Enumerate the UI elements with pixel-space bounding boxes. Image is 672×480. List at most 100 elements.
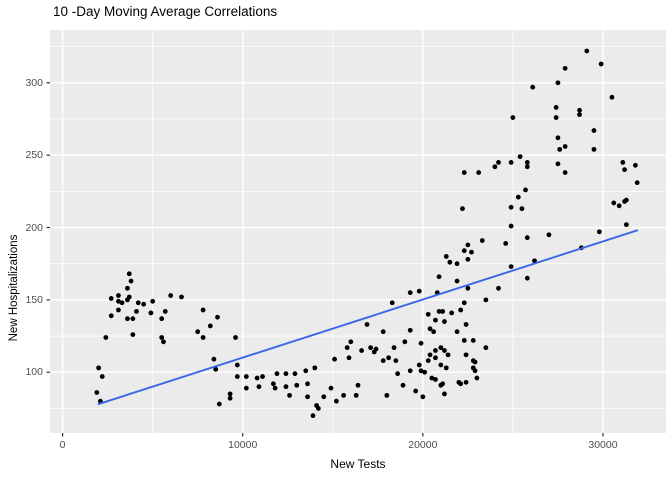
y-tick-label: 100 [25, 366, 43, 379]
data-point [483, 345, 489, 351]
data-point [130, 316, 136, 322]
x-axis-title: New Tests [330, 457, 386, 471]
data-point [553, 115, 559, 120]
data-point [427, 326, 433, 332]
data-point [161, 339, 166, 345]
data-point [305, 394, 310, 400]
data-point [270, 381, 276, 387]
y-tick-label: 300 [25, 76, 43, 89]
data-point [328, 385, 334, 391]
data-point [454, 329, 460, 335]
data-point [496, 160, 501, 165]
data-point [596, 229, 602, 235]
data-point [303, 368, 309, 374]
data-point [126, 294, 132, 300]
data-point [243, 374, 249, 379]
x-tick-label: 0 [59, 439, 66, 451]
data-point [272, 385, 278, 391]
data-point [530, 84, 536, 90]
data-point [443, 254, 449, 259]
data-point [213, 366, 219, 372]
data-point [442, 319, 447, 324]
data-point [216, 401, 222, 407]
data-point [429, 375, 435, 381]
data-point [256, 384, 262, 390]
data-point [116, 298, 121, 304]
data-point [483, 297, 489, 303]
data-point [108, 296, 114, 301]
data-point [346, 355, 352, 361]
data-point [591, 128, 597, 133]
data-point [227, 395, 233, 401]
data-point [503, 241, 509, 246]
data-point [418, 340, 424, 346]
data-point [416, 288, 422, 294]
data-point [135, 300, 141, 306]
data-point [463, 322, 469, 327]
data-point [555, 161, 561, 167]
data-point [510, 115, 516, 120]
data-point [577, 112, 582, 118]
data-point [128, 278, 134, 284]
data-point [389, 300, 395, 306]
data-point [407, 290, 413, 296]
data-point [427, 352, 433, 358]
data-point [355, 382, 361, 388]
data-point [461, 337, 467, 343]
data-point [371, 349, 377, 355]
data-point [447, 259, 453, 265]
data-point [591, 146, 597, 152]
data-point [162, 309, 168, 314]
data-point [292, 371, 298, 377]
data-point [310, 413, 316, 419]
data-point [425, 358, 431, 364]
data-point [474, 375, 480, 381]
data-point [94, 390, 100, 395]
data-point [416, 362, 422, 368]
data-point [391, 345, 397, 351]
y-tick-label: 150 [25, 293, 43, 306]
data-point [418, 368, 424, 374]
data-point [207, 323, 213, 329]
data-point [195, 329, 201, 335]
data-point [623, 197, 629, 203]
data-point [321, 394, 327, 400]
data-point [458, 381, 464, 387]
x-tick-label: 20000 [408, 439, 438, 451]
data-point [553, 105, 559, 110]
data-point [148, 310, 154, 316]
data-point [524, 164, 530, 170]
data-point [463, 352, 469, 358]
data-point [168, 293, 174, 298]
data-point [555, 80, 561, 86]
data-point [283, 384, 289, 390]
data-point [332, 356, 337, 362]
data-point [433, 348, 438, 353]
data-point [384, 392, 390, 398]
data-point [632, 162, 638, 168]
data-point [440, 309, 446, 314]
data-point [584, 48, 590, 54]
data-point [438, 345, 444, 351]
data-point [634, 180, 640, 186]
data-point [234, 362, 240, 368]
data-point [395, 371, 401, 377]
data-point [433, 355, 438, 361]
data-point [407, 327, 413, 333]
data-point [179, 294, 184, 300]
data-point [460, 206, 465, 212]
data-point [215, 314, 220, 320]
y-tick-label: 200 [25, 221, 43, 234]
data-point [476, 170, 482, 175]
data-point [359, 348, 365, 353]
y-axis-title: New Hospitalizations [8, 234, 20, 342]
data-point [333, 398, 339, 404]
data-point [422, 369, 428, 375]
data-point [227, 391, 233, 397]
data-point [150, 298, 156, 304]
data-point [562, 65, 568, 71]
data-point [470, 337, 476, 343]
data-point [433, 377, 438, 382]
